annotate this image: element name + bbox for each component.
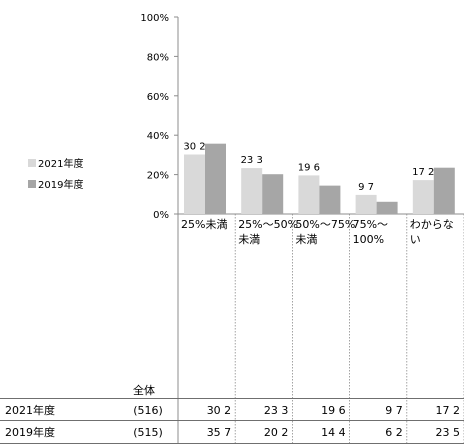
category-label: 未満 xyxy=(295,233,317,246)
y-tick-label: 40% xyxy=(147,131,169,142)
data-label: 30 2 xyxy=(183,142,205,153)
table-row-label: 2019年度 xyxy=(5,425,55,439)
table-group-header: 全体 xyxy=(133,383,155,397)
y-tick-label: 0% xyxy=(153,210,169,221)
legend: 2021年度 2019年度 xyxy=(28,157,83,191)
table-cell: 23 5 xyxy=(436,426,461,439)
legend-label: 2021年度 xyxy=(38,157,83,170)
table-cell: 35 7 xyxy=(207,426,232,439)
data-label: 23 3 xyxy=(241,155,263,166)
category-label: 100% xyxy=(353,233,384,246)
category-label: 75%～ xyxy=(353,218,388,231)
y-tick-label: 60% xyxy=(147,92,169,103)
bar-series2 xyxy=(433,167,455,214)
bar-series1 xyxy=(241,168,263,214)
y-tick-label: 80% xyxy=(147,52,169,63)
table-cell: 14 4 xyxy=(321,426,346,439)
table-row-n: (515) xyxy=(133,426,163,439)
bar-series1 xyxy=(355,194,377,214)
data-label: 9 7 xyxy=(358,182,374,193)
table-cell: 9 7 xyxy=(385,404,403,417)
category-label: い xyxy=(410,233,421,246)
table-cell: 17 2 xyxy=(436,404,461,417)
category-label: 50%～75% xyxy=(295,218,355,231)
category-label: 25%～50% xyxy=(238,218,298,231)
category-label: 未満 xyxy=(238,233,260,246)
bar-series1 xyxy=(298,175,320,214)
bar-series2 xyxy=(205,143,226,214)
table-cell: 6 2 xyxy=(385,426,403,439)
table-row-n: (516) xyxy=(133,404,163,417)
data-label: 17 2 xyxy=(412,167,434,178)
bar-series2 xyxy=(376,201,398,214)
legend-label: 2019年度 xyxy=(38,178,83,191)
table-cell: 20 2 xyxy=(264,426,289,439)
category-label: 25%未満 xyxy=(181,218,227,231)
bar-series1 xyxy=(412,180,434,214)
y-tick-label: 20% xyxy=(147,171,169,182)
bar-series2 xyxy=(319,185,341,214)
y-tick-label: 100% xyxy=(140,13,169,24)
legend-swatch xyxy=(28,180,36,188)
legend-swatch xyxy=(28,159,36,167)
table-cell: 19 6 xyxy=(321,404,346,417)
bars-layer xyxy=(184,143,455,214)
data-table: 全体 2021年度 (516) 30 2 23 3 19 6 9 7 17 2 2019年度 (5… xyxy=(0,383,464,444)
table-cell: 23 3 xyxy=(264,404,289,417)
data-label: 19 6 xyxy=(298,162,320,173)
labels-layer: 30 2 25%未満 23 3 25%～50% 未満 19 6 50%～75% 未満 9 7 75… xyxy=(181,142,454,246)
table-row-label: 2021年度 xyxy=(5,403,55,417)
bar-series2 xyxy=(262,174,284,214)
bar-series1 xyxy=(184,154,205,214)
table-cell: 30 2 xyxy=(207,404,232,417)
category-label: わからな xyxy=(410,218,454,231)
